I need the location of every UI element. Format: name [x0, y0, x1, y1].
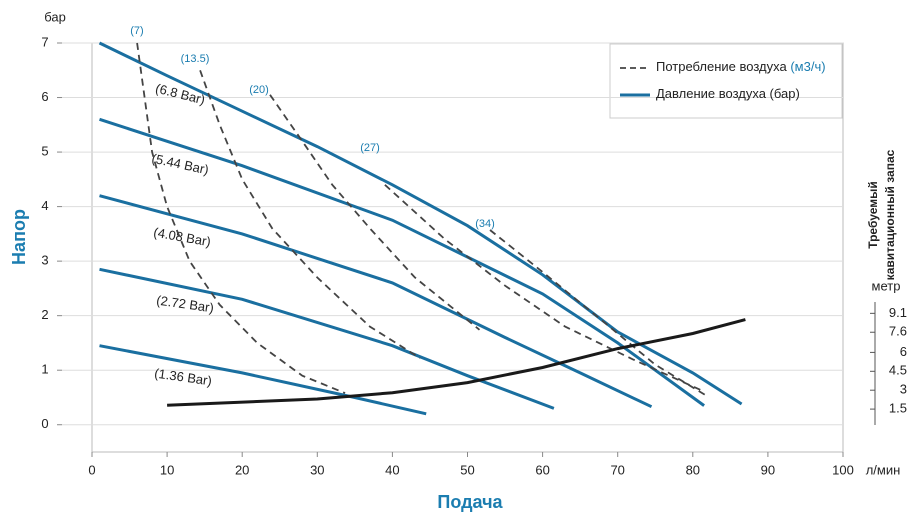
x-tick-label: 90: [761, 462, 775, 477]
y2-tick-label: 6: [900, 344, 907, 359]
y2-tick-label: 1.5: [889, 401, 907, 416]
curve-label: (2.72 Bar): [155, 292, 214, 315]
legend-box: [609, 43, 843, 119]
y2-tick-label: 3: [900, 382, 907, 397]
curve-label: (1.36 Bar): [153, 365, 212, 388]
curve-label: (20): [249, 84, 269, 96]
x-tick-label: 10: [160, 462, 174, 477]
y-tick-label: 6: [41, 89, 48, 104]
x-tick-label: 30: [310, 462, 324, 477]
legend-label: Потребление воздуха (м3/ч): [656, 59, 826, 74]
y2-axis-title: кавитационный запас: [883, 149, 897, 280]
legend-label: Давление воздуха (бар): [656, 86, 800, 101]
y2-tick-label: 9.1: [889, 305, 907, 320]
npsh-curve: [167, 318, 746, 407]
x-tick-label: 50: [460, 462, 474, 477]
y-tick-label: 7: [41, 34, 48, 49]
legend-unit: (м3/ч): [790, 59, 825, 74]
y-tick-label: 3: [41, 253, 48, 268]
legend-text: Потребление воздуха: [656, 59, 787, 74]
air-consumption-curve: [489, 229, 706, 396]
x-tick-label: 80: [686, 462, 700, 477]
air-consumption-curve: [269, 94, 481, 331]
y-axis-title: Напор: [9, 209, 29, 265]
curve-label: (4.08 Bar): [152, 225, 212, 250]
curve-label: (13.5): [181, 53, 210, 65]
x-unit: л/мин: [866, 462, 901, 477]
y2-axis-title: Требуемый: [866, 181, 880, 249]
x-tick-label: 20: [235, 462, 249, 477]
y-tick-label: 5: [41, 144, 48, 159]
air-consumption-curve: [199, 69, 421, 359]
curve-label: (34): [475, 218, 495, 230]
y-tick-label: 1: [41, 362, 48, 377]
curve-label: (7): [130, 25, 143, 37]
air-pressure-curve: [99, 194, 653, 409]
curve-label: (5.44 Bar): [150, 151, 210, 178]
x-axis-title: Подача: [437, 492, 503, 512]
air-pressure-curve: [98, 41, 743, 406]
y-tick-label: 2: [41, 307, 48, 322]
air-pressure-curve: [99, 344, 427, 416]
air-pressure-curve: [99, 267, 555, 410]
y2-unit: метр: [872, 278, 901, 293]
y2-tick-label: 4.5: [889, 363, 907, 378]
curve-label: (27): [360, 142, 380, 154]
x-tick-label: 100: [832, 462, 854, 477]
x-tick-label: 0: [88, 462, 95, 477]
y-tick-label: 0: [41, 416, 48, 431]
y-unit: бар: [44, 9, 66, 24]
curve-label: (6.8 Bar): [154, 81, 207, 108]
legend-text: Давление воздуха (бар): [656, 86, 800, 101]
x-tick-label: 40: [385, 462, 399, 477]
air-consumption-curve: [384, 184, 701, 391]
x-tick-label: 60: [535, 462, 549, 477]
y-tick-label: 4: [41, 198, 48, 213]
x-tick-label: 70: [610, 462, 624, 477]
air-consumption-curve: [136, 42, 346, 394]
y2-tick-label: 7.6: [889, 324, 907, 339]
